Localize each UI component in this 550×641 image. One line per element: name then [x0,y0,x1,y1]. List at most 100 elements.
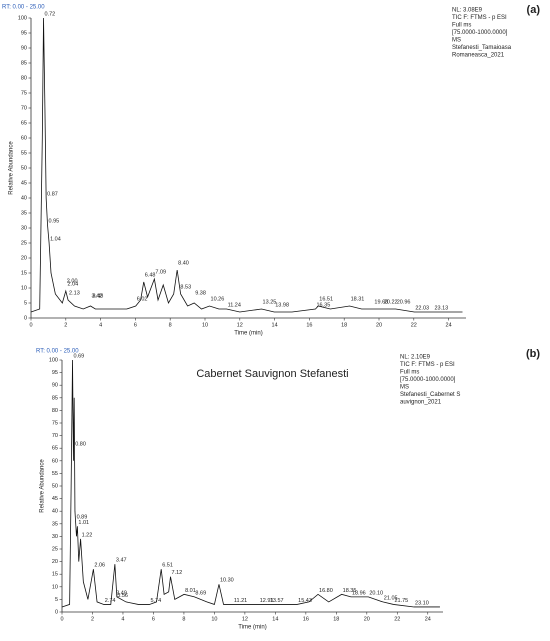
peak-label: 12.91 [260,598,274,604]
info-line: Stefanesti_Tamaioasa [452,45,512,51]
peak-label: 9.38 [195,290,206,296]
peak-label: 22.03 [415,305,429,311]
peak-label: 20.10 [369,590,383,596]
info-line: Full ms [452,23,471,29]
x-tick-label: 22 [394,616,400,622]
y-tick-label: 90 [21,45,27,51]
peak-label: 1.04 [50,236,61,242]
y-tick-label: 95 [52,370,58,376]
peak-label: 0.80 [75,442,86,448]
x-tick-label: 4 [121,616,124,622]
chart-title: Cabernet Sauvignon Stefanesti [196,368,348,380]
x-tick-label: 12 [242,616,248,622]
peak-label: 5.74 [150,598,161,604]
y-tick-label: 25 [52,546,58,552]
peak-label: 3.42 [92,293,103,299]
y-axis-label: Relative Abundance [9,141,15,195]
peak-label: 23.10 [415,600,429,606]
x-tick-label: 8 [182,616,185,622]
x-tick-label: 12 [237,322,243,328]
info-line: NL: 2.10E9 [400,355,431,361]
y-tick-label: 55 [52,471,58,477]
x-tick-label: 18 [333,616,339,622]
peak-label: 6.51 [162,563,173,569]
y-tick-label: 40 [52,509,58,515]
peak-label: 20.96 [397,299,411,305]
x-tick-label: 6 [134,322,137,328]
panel-label: (a) [527,4,541,16]
peak-label: 7.12 [172,570,183,576]
x-tick-label: 20 [376,322,382,328]
peak-label: 8.40 [178,260,189,266]
y-axis-label: Relative Abundance [40,459,46,513]
x-tick-label: 14 [272,322,278,328]
y-tick-label: 50 [52,483,58,489]
x-tick-label: 2 [91,616,94,622]
info-line: Stefanesti_Cabernet S [400,392,460,398]
peak-label: 2.13 [69,290,80,296]
peak-label: 21.75 [394,598,408,604]
peak-label: 0.72 [45,11,56,17]
y-tick-label: 35 [52,521,58,527]
y-tick-label: 60 [52,458,58,464]
y-tick-label: 85 [21,60,27,66]
x-tick-label: 8 [169,322,172,328]
y-tick-label: 50 [21,165,27,171]
info-line: [75.0000-1000.0000] [452,30,508,36]
x-tick-label: 10 [211,616,217,622]
x-tick-label: 20 [364,616,370,622]
y-tick-label: 65 [52,446,58,452]
y-tick-label: 35 [21,210,27,216]
peak-label: 6.02 [137,296,148,302]
peak-label: 0.87 [47,191,58,197]
y-tick-label: 65 [21,120,27,126]
y-tick-label: 20 [52,559,58,565]
peak-label: 7.09 [155,269,166,275]
peak-label: 15.43 [298,598,312,604]
axes [30,18,466,319]
y-tick-label: 80 [21,75,27,81]
x-tick-label: 22 [411,322,417,328]
y-tick-label: 25 [21,240,27,246]
peak-label: 13.25 [263,299,277,305]
x-tick-label: 16 [303,616,309,622]
peak-label: 16.35 [316,302,330,308]
info-line: TIC F: FTMS - p ESI [400,362,455,368]
info-line: TIC F: FTMS - p ESI [452,15,507,21]
y-tick-label: 80 [52,408,58,414]
peak-label: 20.22 [384,299,398,305]
y-tick-label: 15 [52,572,58,578]
x-axis-label: Time (min) [234,331,262,337]
peak-label: 0.95 [49,218,60,224]
peak-label: 2.00 [67,278,78,284]
info-line: NL: 3.08E9 [452,8,483,14]
x-tick-label: 16 [306,322,312,328]
x-tick-label: 18 [341,322,347,328]
y-tick-label: 30 [21,225,27,231]
x-tick-label: 6 [152,616,155,622]
peak-label: 2.74 [105,598,116,604]
peak-label: 1.01 [78,520,89,526]
x-tick-label: 14 [272,616,278,622]
peak-label: 1.22 [82,532,93,538]
peak-label: 13.98 [275,302,289,308]
trace [61,359,440,608]
peak-label: 3.49 [116,590,127,596]
y-tick-label: 40 [21,195,27,201]
info-line: MS [452,38,461,44]
peak-label: 3.47 [116,558,127,564]
peak-label: 13.57 [270,598,284,604]
panel-label: (b) [526,348,540,360]
info-line: Full ms [400,370,419,376]
peak-label: 3.56 [117,593,128,599]
x-tick-label: 0 [29,322,32,328]
peak-label: 8.69 [195,590,206,596]
peak-label: 0.89 [77,515,88,521]
info-line: Romaneasca_2021 [452,53,505,59]
peak-label: 23.13 [434,305,448,311]
peak-label: 18.96 [352,590,366,596]
y-tick-label: 30 [52,534,58,540]
peak-label: 16.80 [319,588,333,594]
